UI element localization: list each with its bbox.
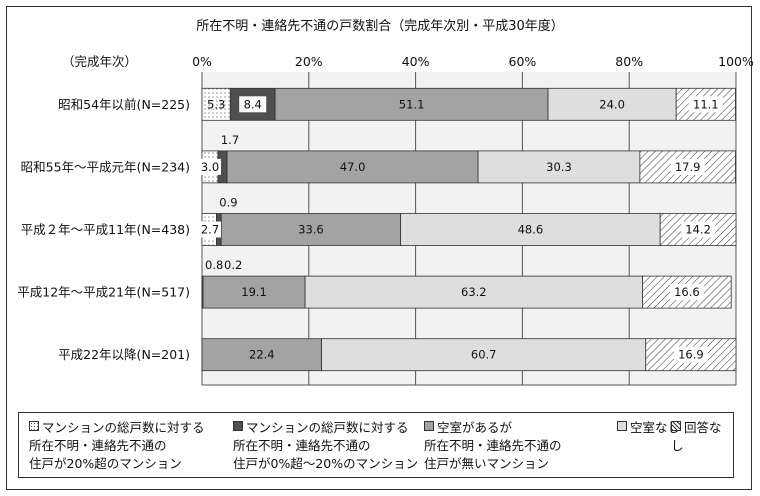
data-label: 63.2: [461, 285, 487, 299]
chart-title: 所在不明・連絡先不通の戸数割合（完成年次別・平成30年度）: [196, 18, 564, 34]
data-label-bg: [673, 346, 708, 363]
x-tick-label: 20%: [295, 54, 323, 69]
bar-segment: [400, 213, 661, 246]
data-label: 51.1: [399, 97, 425, 111]
legend-label: 回答なし: [671, 420, 722, 453]
bar-segment: [321, 338, 647, 372]
data-label: 1.7: [221, 133, 239, 147]
data-label: 11.1: [693, 97, 719, 111]
legend-swatch: [671, 421, 681, 431]
bar-segment: [201, 338, 323, 372]
data-label: 2.7: [201, 223, 219, 237]
category-label: 昭和54年以前(N=225): [58, 97, 190, 112]
legend-swatch: [424, 421, 434, 431]
bar-segment: [274, 87, 549, 121]
data-label: 3.0: [201, 160, 219, 174]
legend-label: 空室があるが 所在不明・連絡先不通の 住戸が無いマンション: [424, 420, 562, 471]
bar-segment: [547, 87, 677, 121]
legend-swatch: [29, 421, 39, 431]
data-label: 0.8: [205, 258, 223, 272]
data-label-bg: [199, 158, 221, 175]
data-label: 30.3: [546, 160, 572, 174]
x-tick-label: 0%: [192, 54, 212, 69]
data-label: 48.6: [518, 223, 544, 237]
legend-label: マンションの総戸数に対する 所在不明・連絡先不通の 住戸が20%超のマンション: [29, 420, 205, 471]
legend-item: 空室があるが 所在不明・連絡先不通の 住戸が無いマンション: [424, 419, 562, 473]
bar-segment: [477, 150, 641, 184]
category-label: 平成12年～平成21年(N=517): [17, 285, 190, 300]
x-tick-label: 40%: [402, 54, 430, 69]
x-tick-label: 100%: [718, 54, 754, 69]
legend-item: マンションの総戸数に対する 所在不明・連絡先不通の 住戸が20%超のマンション: [29, 419, 205, 473]
data-label: 5.3: [207, 97, 225, 111]
legend-label: マンションの総戸数に対する 所在不明・連絡先不通の 住戸が0%超～20%のマンシ…: [233, 420, 419, 471]
bar-segment: [202, 275, 306, 309]
legend-swatch: [617, 421, 627, 431]
bar-segment: [220, 213, 402, 246]
data-label: 14.2: [685, 223, 711, 237]
legend-item: マンションの総戸数に対する 所在不明・連絡先不通の 住戸が0%超～20%のマンシ…: [233, 419, 418, 473]
data-label: 22.4: [249, 348, 275, 362]
data-label-bg: [681, 221, 716, 238]
data-label: 16.6: [674, 285, 700, 299]
legend-item: 空室なし: [617, 419, 680, 437]
data-label: 33.6: [298, 223, 324, 237]
data-label: 16.9: [678, 348, 704, 362]
data-label-bg: [688, 96, 723, 113]
bar-segment: [201, 87, 231, 121]
data-label-bg: [669, 284, 704, 301]
legend-label: 空室なし: [630, 420, 681, 435]
data-label: 8.4: [244, 97, 262, 111]
data-label: 0.2: [224, 258, 242, 272]
legend: マンションの総戸数に対する 所在不明・連絡先不通の 住戸が20%超のマンションマ…: [18, 412, 734, 478]
category-label: 平成22年以降(N=201): [58, 347, 190, 362]
data-label: 0.9: [219, 196, 237, 210]
category-label: 昭和55年～平成元年(N=234): [21, 159, 190, 174]
legend-swatch: [233, 421, 243, 431]
data-label: 47.0: [340, 160, 366, 174]
data-label: 17.9: [675, 160, 701, 174]
x-tick-label: 60%: [509, 54, 537, 69]
data-label-bg: [239, 96, 267, 113]
legend-item: 回答なし: [671, 419, 733, 455]
x-tick-label: 80%: [615, 54, 643, 69]
data-label-bg: [199, 221, 221, 238]
data-label: 60.7: [471, 348, 497, 362]
data-label: 24.0: [599, 97, 625, 111]
data-label: 19.1: [241, 285, 267, 299]
data-label-bg: [670, 158, 705, 175]
category-axis-label: （完成年次）: [62, 54, 137, 69]
category-label: 平成２年～平成11年(N=438): [21, 222, 190, 237]
